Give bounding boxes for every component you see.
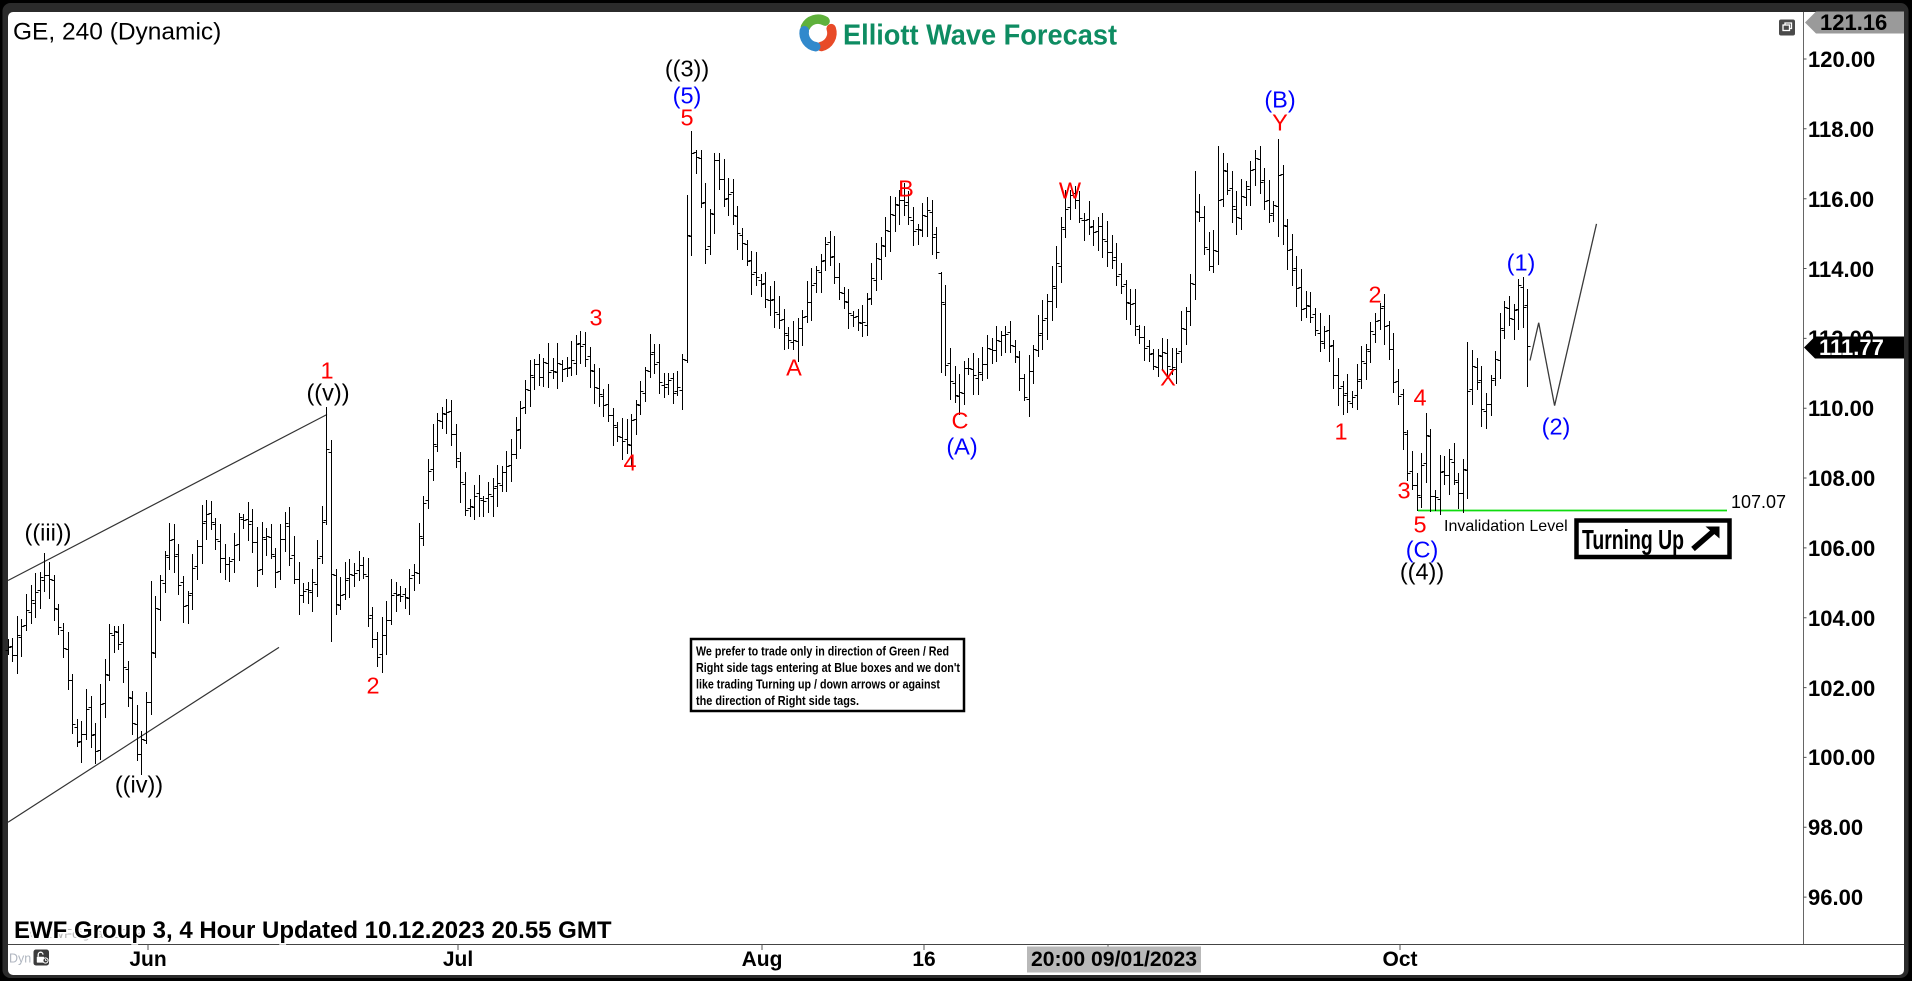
svg-text:© EWFdigital, 2023: © EWFdigital, 2023 <box>30 926 142 941</box>
svg-text:106.00: 106.00 <box>1808 536 1875 561</box>
svg-text:W: W <box>1059 177 1082 203</box>
svg-text:102.00: 102.00 <box>1808 676 1875 701</box>
svg-text:Jul: Jul <box>443 948 473 971</box>
svg-text:(B): (B) <box>1264 86 1295 112</box>
svg-text:Jun: Jun <box>129 948 166 971</box>
svg-text:Aug: Aug <box>742 948 783 971</box>
svg-text:Dyn: Dyn <box>9 952 31 966</box>
svg-text:1: 1 <box>320 357 333 383</box>
svg-text:Elliott Wave Forecast: Elliott Wave Forecast <box>843 20 1117 52</box>
svg-text:111.77: 111.77 <box>1819 335 1884 360</box>
svg-text:121.16: 121.16 <box>1820 10 1887 35</box>
svg-text:(A): (A) <box>946 433 977 459</box>
svg-text:the direction of Right side ta: the direction of Right side tags. <box>696 693 859 708</box>
svg-text:Invalidation Level: Invalidation Level <box>1444 518 1568 535</box>
svg-text:Turning Up: Turning Up <box>1582 524 1684 555</box>
svg-text:16: 16 <box>912 948 935 971</box>
svg-text:GE, 240 (Dynamic): GE, 240 (Dynamic) <box>13 19 221 46</box>
svg-text:(2): (2) <box>1542 413 1571 439</box>
svg-text:1: 1 <box>1334 418 1347 444</box>
svg-text:like trading Turning up / down: like trading Turning up / down arrows or… <box>696 677 941 692</box>
svg-text:96.00: 96.00 <box>1808 885 1863 910</box>
svg-text:5: 5 <box>1413 511 1426 537</box>
svg-text:A: A <box>786 354 802 380</box>
svg-text:We prefer to trade only in dir: We prefer to trade only in direction of … <box>696 644 949 659</box>
svg-text:108.00: 108.00 <box>1808 466 1875 491</box>
svg-text:3: 3 <box>1397 477 1410 503</box>
svg-text:100.00: 100.00 <box>1808 745 1875 770</box>
svg-text:2: 2 <box>366 672 379 698</box>
svg-text:2: 2 <box>1368 281 1381 307</box>
svg-text:Oct: Oct <box>1382 948 1417 971</box>
svg-text:B: B <box>898 175 914 201</box>
svg-text:((4)): ((4)) <box>1400 558 1444 584</box>
svg-text:(C): (C) <box>1406 536 1439 562</box>
svg-text:110.00: 110.00 <box>1808 396 1874 421</box>
svg-text:104.00: 104.00 <box>1808 606 1875 631</box>
svg-text:(5): (5) <box>673 82 702 108</box>
svg-text:((3)): ((3)) <box>665 55 709 81</box>
svg-text:5: 5 <box>680 104 693 130</box>
svg-text:120.00: 120.00 <box>1808 47 1875 72</box>
svg-text:20:00 09/01/2023: 20:00 09/01/2023 <box>1031 948 1197 971</box>
svg-text:98.00: 98.00 <box>1808 815 1863 840</box>
svg-text:((iii)): ((iii)) <box>25 519 72 545</box>
svg-text:114.00: 114.00 <box>1808 257 1874 282</box>
svg-text:118.00: 118.00 <box>1808 117 1874 142</box>
svg-text:((iv)): ((iv)) <box>115 771 163 797</box>
svg-text:107.07: 107.07 <box>1731 492 1786 512</box>
svg-text:C: C <box>952 407 969 433</box>
svg-text:Y: Y <box>1272 109 1288 135</box>
svg-text:(1): (1) <box>1507 249 1536 275</box>
svg-text:3: 3 <box>589 304 602 330</box>
svg-text:Right side tags entering at Bl: Right side tags entering at Blue boxes a… <box>696 660 961 675</box>
svg-text:4: 4 <box>623 449 636 475</box>
svg-text:((v)): ((v)) <box>306 379 349 405</box>
svg-text:EWF Group 3, 4 Hour Updated 10: EWF Group 3, 4 Hour Updated 10.12.2023 2… <box>14 917 612 944</box>
svg-text:X: X <box>1160 364 1176 390</box>
svg-text:4: 4 <box>1413 384 1426 410</box>
svg-text:116.00: 116.00 <box>1808 187 1874 212</box>
